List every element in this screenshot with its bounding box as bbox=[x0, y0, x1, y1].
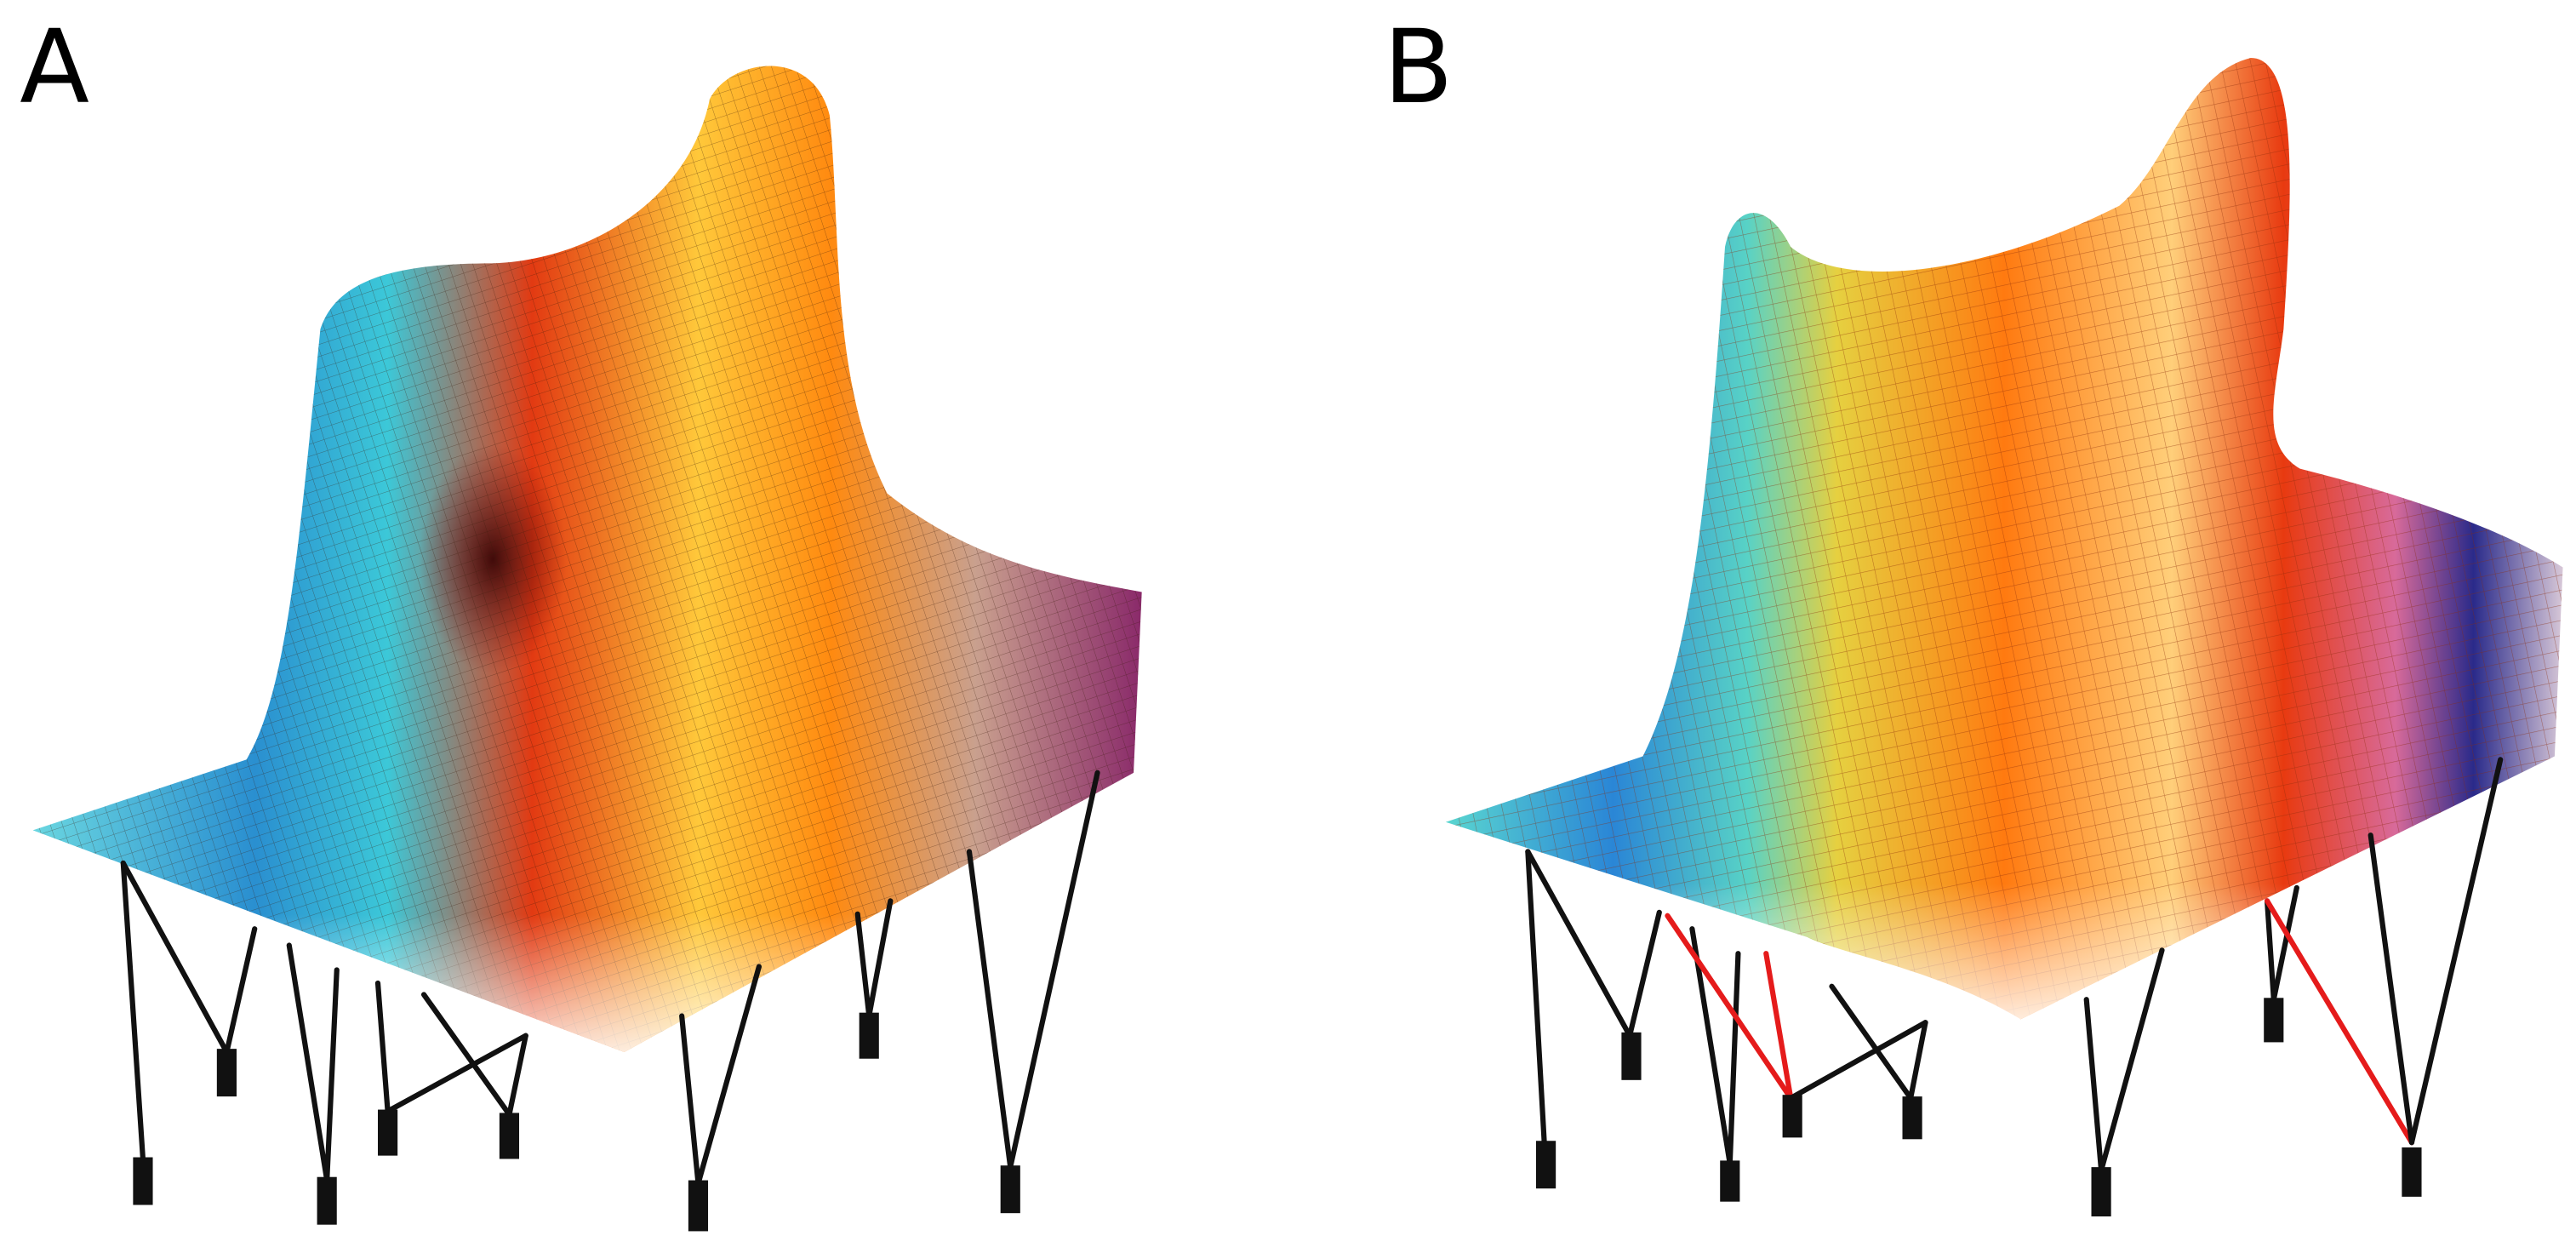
legs bbox=[120, 770, 1100, 1232]
leg-highlighted bbox=[1665, 913, 1794, 1101]
leg-highlighted bbox=[2264, 898, 2415, 1146]
leg bbox=[1689, 926, 1733, 1167]
weight bbox=[2402, 1147, 2422, 1197]
weight bbox=[1621, 1032, 1642, 1080]
weight bbox=[1720, 1160, 1740, 1202]
legs bbox=[1525, 757, 2504, 1217]
leg bbox=[120, 860, 230, 1056]
weight bbox=[1000, 1165, 1020, 1214]
leg bbox=[866, 898, 894, 1019]
leg bbox=[2270, 884, 2299, 1003]
leg bbox=[224, 926, 258, 1056]
leg bbox=[1525, 849, 1633, 1038]
leg bbox=[286, 942, 330, 1183]
weight bbox=[859, 1012, 879, 1059]
leg bbox=[420, 992, 512, 1118]
weight bbox=[1902, 1096, 1922, 1140]
weight bbox=[499, 1113, 520, 1159]
leg bbox=[1829, 983, 1914, 1101]
leg bbox=[1788, 1020, 1928, 1101]
leg bbox=[374, 980, 391, 1114]
leg bbox=[854, 911, 872, 1019]
surface-fade bbox=[32, 592, 1134, 1052]
panel-b: B bbox=[1383, 9, 2563, 1217]
weight bbox=[378, 1109, 398, 1156]
leg bbox=[966, 849, 1014, 1170]
leg bbox=[2083, 997, 2105, 1174]
leg-highlighted bbox=[1763, 951, 1794, 1101]
leg bbox=[2368, 832, 2415, 1146]
leg bbox=[2099, 947, 2165, 1174]
weight bbox=[317, 1176, 337, 1225]
panel-a: A bbox=[20, 9, 1142, 1232]
weight bbox=[1536, 1141, 1556, 1189]
weight bbox=[133, 1157, 153, 1205]
weight bbox=[1782, 1095, 1802, 1138]
leg bbox=[120, 860, 146, 1162]
leg bbox=[385, 1033, 528, 1114]
weight bbox=[2264, 998, 2284, 1043]
surface-fade bbox=[1445, 567, 2563, 1020]
weight bbox=[216, 1049, 237, 1097]
panel-label: B bbox=[1383, 9, 1453, 127]
leg bbox=[1908, 1020, 1928, 1101]
leg bbox=[2264, 898, 2276, 1003]
weight bbox=[688, 1180, 709, 1232]
panel-label: A bbox=[20, 9, 89, 127]
leg bbox=[2408, 757, 2504, 1146]
leg bbox=[1626, 909, 1662, 1038]
leg bbox=[1525, 849, 1547, 1146]
leg bbox=[679, 1013, 701, 1187]
leg bbox=[1008, 770, 1100, 1170]
weight bbox=[2091, 1167, 2111, 1217]
leg bbox=[324, 967, 340, 1183]
leg bbox=[695, 964, 762, 1187]
leg bbox=[506, 1033, 528, 1118]
leg bbox=[1727, 951, 1741, 1167]
